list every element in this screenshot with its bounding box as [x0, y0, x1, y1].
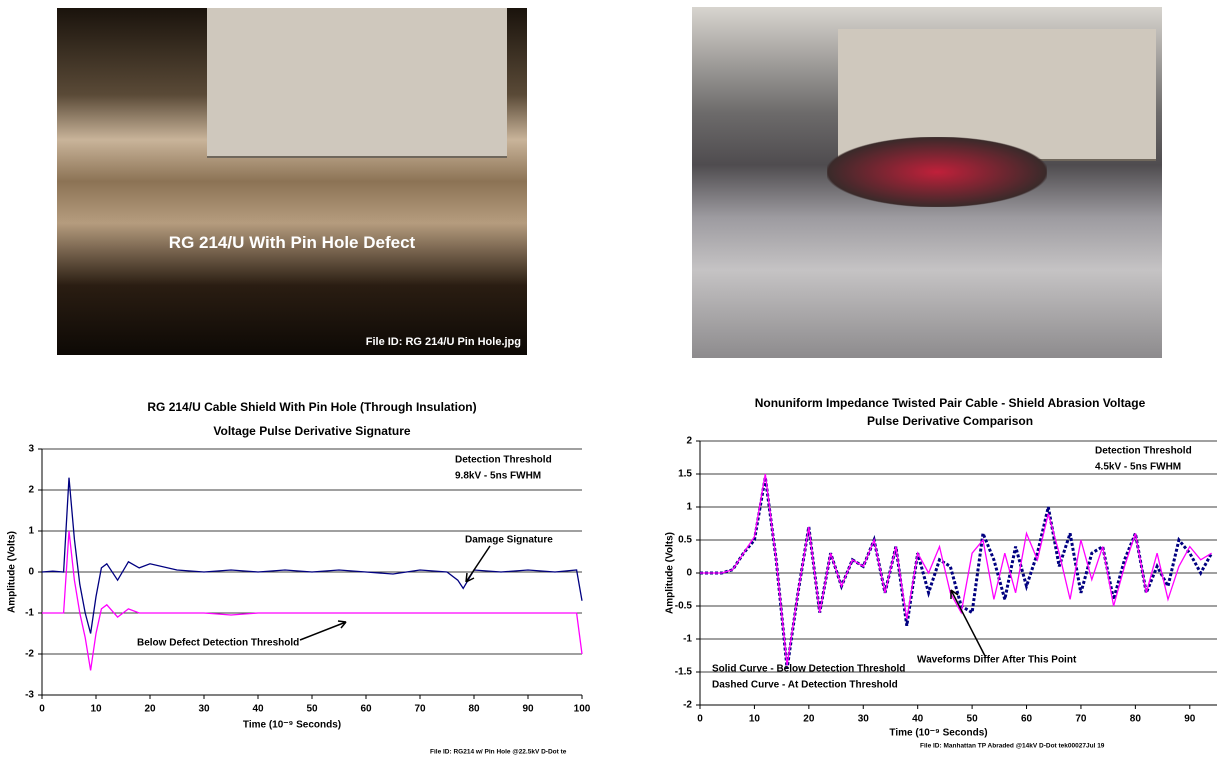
- y-tick-label: 0: [28, 567, 34, 578]
- series-line: [42, 478, 582, 634]
- y-axis-label: Amplitude (Volts): [665, 532, 676, 614]
- x-axis-label: Time (10⁻⁹ Seconds): [243, 720, 341, 731]
- x-tick-label: 0: [697, 714, 703, 725]
- x-tick-label: 70: [414, 704, 426, 715]
- x-tick-label: 90: [522, 704, 534, 715]
- x-tick-label: 60: [360, 704, 372, 715]
- annotation: Detection Threshold: [1095, 446, 1192, 457]
- x-tick-label: 60: [1021, 714, 1033, 725]
- annotation: Detection Threshold: [455, 455, 552, 466]
- x-tick-label: 50: [306, 704, 318, 715]
- x-axis-label: Time (10⁻⁹ Seconds): [889, 728, 987, 739]
- annotation: Solid Curve - Below Detection Threshold: [712, 664, 905, 675]
- y-tick-label: 2: [28, 485, 34, 496]
- x-tick-label: 30: [858, 714, 870, 725]
- chart-title: Nonuniform Impedance Twisted Pair Cable …: [755, 396, 1146, 410]
- y-tick-label: 1.5: [678, 469, 692, 480]
- y-tick-label: 1: [28, 526, 34, 537]
- x-tick-label: 70: [1075, 714, 1087, 725]
- file-id: File ID: RG214 w/ Pin Hole @22.5kV D-Dot…: [430, 749, 567, 756]
- file-id: File ID: Manhattan TP Abraded @14kV D-Do…: [920, 743, 1105, 750]
- y-axis-label: Amplitude (Volts): [7, 531, 18, 613]
- chart-subtitle: Voltage Pulse Derivative Signature: [213, 424, 411, 438]
- series-line: [42, 531, 582, 670]
- annotation: Dashed Curve - At Detection Threshold: [712, 680, 898, 691]
- y-tick-label: 0: [686, 568, 692, 579]
- chart-title: RG 214/U Cable Shield With Pin Hole (Thr…: [147, 400, 476, 414]
- x-tick-label: 40: [252, 704, 264, 715]
- x-tick-label: 10: [749, 714, 761, 725]
- x-tick-label: 30: [198, 704, 210, 715]
- y-tick-label: 0.5: [678, 535, 692, 546]
- annotation: Waveforms Differ After This Point: [917, 655, 1077, 666]
- x-tick-label: 0: [39, 704, 45, 715]
- chart-subtitle: Pulse Derivative Comparison: [867, 414, 1033, 428]
- y-tick-label: -0.5: [675, 601, 693, 612]
- annotation: Below Defect Detection Threshold: [137, 638, 299, 649]
- charts: -3-2-101230102030405060708090100RG 214/U…: [0, 0, 1225, 757]
- series-line: [700, 474, 1212, 665]
- x-tick-label: 90: [1184, 714, 1196, 725]
- y-tick-label: 1: [686, 502, 692, 513]
- arrow: [300, 621, 346, 640]
- y-tick-label: -2: [683, 700, 692, 711]
- y-tick-label: -1.5: [675, 667, 693, 678]
- x-tick-label: 40: [912, 714, 924, 725]
- annotation: 4.5kV - 5ns FWHM: [1095, 462, 1181, 473]
- y-tick-label: -2: [25, 649, 34, 660]
- x-tick-label: 20: [803, 714, 815, 725]
- arrow: [466, 546, 490, 582]
- annotation: Damage Signature: [465, 535, 553, 546]
- x-tick-label: 80: [1130, 714, 1142, 725]
- y-tick-label: -1: [683, 634, 692, 645]
- x-tick-label: 10: [90, 704, 102, 715]
- y-tick-label: -3: [25, 690, 34, 701]
- x-tick-label: 20: [144, 704, 156, 715]
- page: RG 214/U With Pin Hole Defect File ID: R…: [0, 0, 1225, 757]
- x-tick-label: 50: [967, 714, 979, 725]
- y-tick-label: 3: [28, 444, 34, 455]
- x-tick-label: 100: [574, 704, 591, 715]
- x-tick-label: 80: [468, 704, 480, 715]
- y-tick-label: -1: [25, 608, 34, 619]
- annotation: 9.8kV - 5ns FWHM: [455, 471, 541, 482]
- y-tick-label: 2: [686, 436, 692, 447]
- arrow: [951, 590, 985, 656]
